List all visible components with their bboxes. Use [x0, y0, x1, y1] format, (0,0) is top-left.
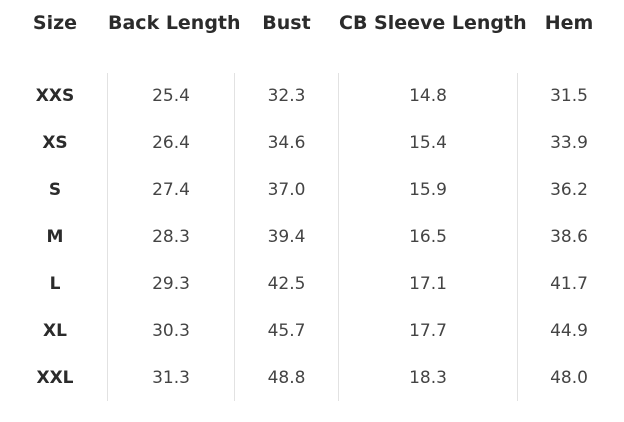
hem-cell: 38.6	[550, 227, 588, 247]
size-cell: S	[48, 180, 62, 200]
bust-cell: 34.6	[267, 133, 306, 153]
table-header-row: Size Back Length Bust CB Sleeve Length H…	[0, 0, 624, 46]
back-length-cell: 27.4	[152, 180, 190, 200]
header-size: Size	[32, 12, 78, 34]
header-bust: Bust	[262, 12, 311, 34]
cb-sleeve-length-cell: 15.4	[409, 133, 447, 153]
table-row: XXS 25.4 32.3 14.8 31.5	[0, 73, 624, 120]
size-cell: XXS	[35, 86, 75, 106]
cb-sleeve-length-cell: 16.5	[409, 227, 447, 247]
table-row: S 27.4 37.0 15.9 36.2	[0, 167, 624, 214]
cb-sleeve-length-cell: 14.8	[409, 86, 447, 106]
hem-cell: 48.0	[550, 368, 588, 388]
header-cb-sleeve-length: CB Sleeve Length	[339, 12, 527, 34]
header-hem: Hem	[544, 12, 594, 34]
size-cell: M	[46, 227, 64, 247]
bust-cell: 37.0	[267, 180, 306, 200]
bust-cell: 48.8	[267, 368, 306, 388]
column-divider	[338, 73, 339, 401]
cb-sleeve-length-cell: 17.1	[409, 274, 447, 294]
header-back-length: Back Length	[108, 12, 241, 34]
size-cell: XS	[42, 133, 68, 153]
back-length-cell: 28.3	[152, 227, 190, 247]
hem-cell: 41.7	[550, 274, 588, 294]
cb-sleeve-length-cell: 17.7	[409, 321, 447, 341]
table-row: XL 30.3 45.7 17.7 44.9	[0, 308, 624, 355]
back-length-cell: 29.3	[152, 274, 190, 294]
back-length-cell: 31.3	[152, 368, 190, 388]
column-divider	[517, 73, 518, 401]
column-divider	[234, 73, 235, 401]
back-length-cell: 30.3	[152, 321, 190, 341]
size-cell: XXL	[36, 368, 74, 388]
cb-sleeve-length-cell: 15.9	[409, 180, 447, 200]
size-cell: XL	[43, 321, 67, 341]
hem-cell: 31.5	[550, 86, 588, 106]
hem-cell: 36.2	[550, 180, 588, 200]
bust-cell: 45.7	[267, 321, 306, 341]
table-row: M 28.3 39.4 16.5 38.6	[0, 214, 624, 261]
hem-cell: 44.9	[550, 321, 588, 341]
bust-cell: 32.3	[267, 86, 306, 106]
column-divider	[107, 73, 108, 401]
bust-cell: 42.5	[267, 274, 306, 294]
table-body: XXS 25.4 32.3 14.8 31.5 XS 26.4 34.6 15.…	[0, 73, 624, 402]
table-row: L 29.3 42.5 17.1 41.7	[0, 261, 624, 308]
bust-cell: 39.4	[267, 227, 306, 247]
back-length-cell: 26.4	[152, 133, 190, 153]
cb-sleeve-length-cell: 18.3	[409, 368, 447, 388]
table-row: XS 26.4 34.6 15.4 33.9	[0, 120, 624, 167]
hem-cell: 33.9	[550, 133, 588, 153]
back-length-cell: 25.4	[152, 86, 190, 106]
table-row: XXL 31.3 48.8 18.3 48.0	[0, 355, 624, 402]
size-cell: L	[49, 274, 61, 294]
